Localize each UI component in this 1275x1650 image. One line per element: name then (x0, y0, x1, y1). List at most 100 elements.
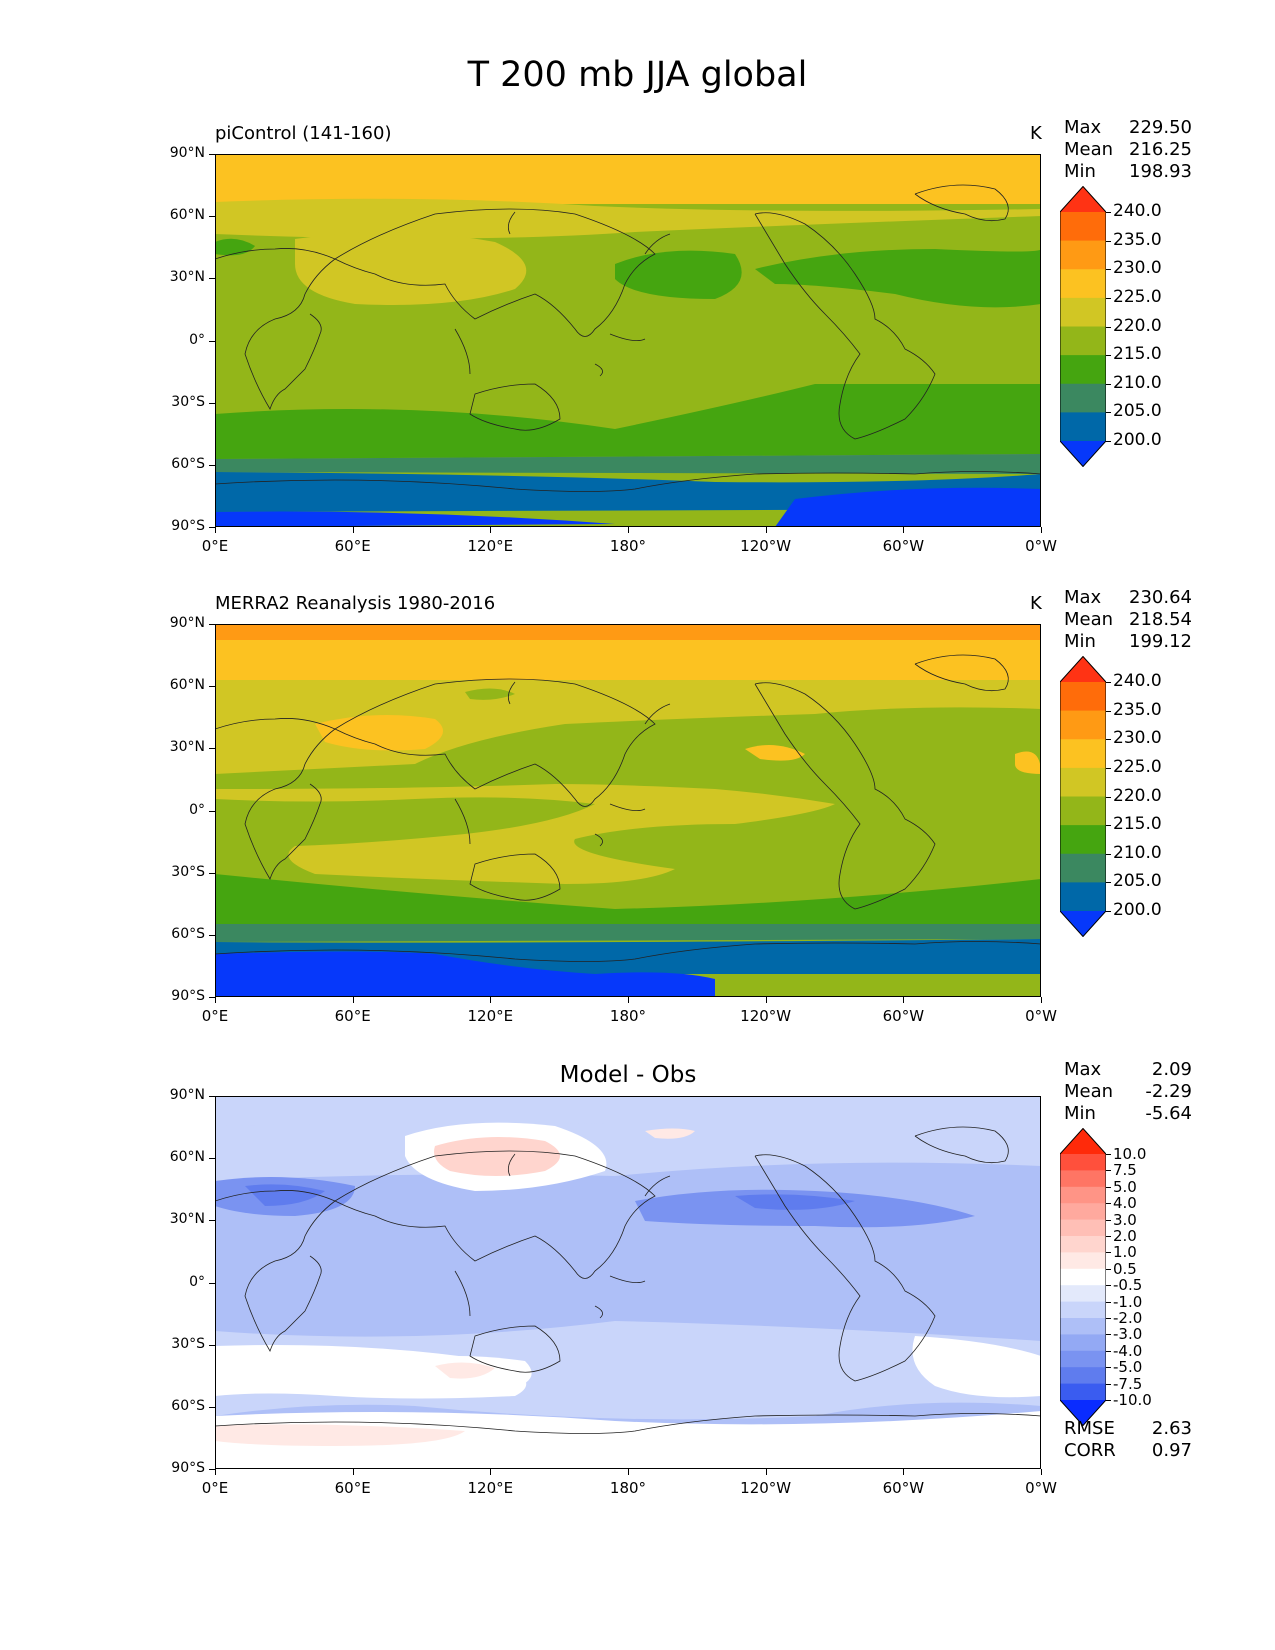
x-tick (490, 1469, 492, 1475)
x-tick-label: 60°W (882, 537, 925, 555)
colorbar-segment (1060, 297, 1106, 327)
colorbar-tick (1106, 1268, 1111, 1270)
colorbar-tick (1106, 355, 1111, 357)
stat-rmse-label: RMSE (1064, 1418, 1115, 1439)
y-tick-label: 30°N (169, 1211, 205, 1228)
colorbar-tick-label: 210.0 (1113, 372, 1162, 393)
figure-title: T 200 mb JJA global (467, 55, 808, 95)
colorbar-tick-label: -7.5 (1113, 1374, 1143, 1393)
x-tick-label: 180° (609, 1007, 647, 1025)
y-tick-label: 90°S (171, 518, 205, 534)
map-field (215, 1096, 1041, 1469)
colorbar-tick-label: -3.0 (1113, 1325, 1143, 1344)
colorbar (1059, 185, 1107, 468)
colorbar-segment (1060, 269, 1106, 299)
x-tick (352, 1469, 354, 1475)
colorbar-extend-min (1060, 1400, 1106, 1426)
colorbar-extend-max (1060, 656, 1106, 682)
y-tick (209, 1469, 215, 1470)
colorbar-segment (1060, 326, 1106, 356)
y-tick (209, 810, 215, 812)
y-tick (209, 340, 215, 342)
colorbar-tick (1106, 911, 1111, 912)
x-tick (765, 527, 767, 533)
colorbar-segment (1060, 710, 1106, 740)
colorbar-segment (1060, 355, 1106, 385)
y-tick (209, 997, 215, 998)
colorbar-tick (1106, 212, 1111, 213)
y-tick (209, 216, 215, 218)
colorbar-segment (1060, 1268, 1106, 1286)
panel-subtitle: piControl (141-160) (215, 123, 392, 144)
x-tick-label: 60°E (334, 537, 371, 555)
x-tick-label: 180° (609, 537, 647, 555)
x-tick (765, 1469, 767, 1475)
colorbar-tick-label: 240.0 (1113, 671, 1162, 691)
colorbar-segment (1060, 825, 1106, 855)
colorbar-tick (1106, 269, 1111, 271)
x-tick-label: 60°W (882, 1479, 925, 1497)
stats-box: Max 2.09 Mean -2.29 Min -5.64 (1064, 1059, 1192, 1125)
unit-label: K (1030, 123, 1042, 144)
colorbar-tick (1106, 1219, 1111, 1221)
panel-model-minus-obs: Model - Obs Max 2.09 Mean -2.29 Min -5.64 (0, 1059, 1275, 1532)
y-tick (209, 872, 215, 874)
y-tick-label: 30°S (171, 863, 205, 880)
colorbar-tick (1106, 240, 1111, 242)
stat-mean-value: -2.29 (1145, 1081, 1192, 1102)
colorbar-tick-label: 205.0 (1113, 401, 1162, 422)
stat-max-value: 2.09 (1151, 1059, 1192, 1080)
stat-min-label: Min (1064, 631, 1096, 652)
x-tick (765, 997, 767, 1003)
y-tick (209, 1158, 215, 1160)
panel-merra2: MERRA2 Reanalysis 1980-2016 K Max 230.64 … (0, 587, 1275, 1060)
colorbar-segment (1060, 1334, 1106, 1352)
colorbar-tick (1106, 1383, 1111, 1385)
x-tick-label: 120°E (467, 1007, 514, 1025)
y-tick-label: 60°S (171, 925, 205, 942)
colorbar-segment (1060, 383, 1106, 413)
x-tick-label: 120°W (740, 537, 792, 555)
colorbar-tick (1106, 710, 1111, 712)
x-tick-label: 0°E (201, 1007, 229, 1025)
colorbar-tick (1106, 682, 1111, 683)
colorbar-tick-label: 10.0 (1113, 1145, 1147, 1163)
colorbar-segment (1060, 1285, 1106, 1303)
x-tick (628, 1469, 629, 1475)
colorbar-tick (1106, 297, 1111, 299)
x-tick-label: 0°W (1025, 537, 1057, 555)
stat-min-value: 198.93 (1129, 161, 1192, 182)
colorbar-tick (1106, 767, 1111, 769)
y-tick-label: 90°S (171, 988, 205, 1004)
colorbar-segment (1060, 412, 1106, 442)
map-field (215, 624, 1041, 997)
colorbar-segment (1060, 1236, 1106, 1253)
colorbar-tick-label: 205.0 (1113, 871, 1162, 892)
stat-corr-value: 0.97 (1151, 1440, 1192, 1461)
stat-mean-label: Mean (1064, 609, 1114, 630)
colorbar-tick (1106, 1400, 1111, 1401)
colorbar-segment (1060, 212, 1106, 242)
colorbar-tick-label: 4.0 (1113, 1194, 1137, 1213)
colorbar-tick-label: 225.0 (1113, 756, 1162, 777)
colorbar-segment (1060, 739, 1106, 769)
colorbar-tick (1106, 1186, 1111, 1188)
colorbar-tick (1106, 1203, 1111, 1205)
y-tick-label: 30°S (171, 1335, 205, 1352)
colorbar-segment (1060, 1186, 1106, 1204)
x-tick-label: 120°E (467, 1479, 514, 1497)
colorbar-tick (1106, 1334, 1111, 1336)
y-tick-label: 30°N (169, 739, 205, 756)
x-tick-label: 60°W (882, 1007, 925, 1025)
x-tick-label: 180° (609, 1479, 647, 1497)
colorbar-tick-label: 240.0 (1113, 201, 1162, 221)
colorbar-tick (1106, 1318, 1111, 1319)
x-tick (628, 527, 629, 533)
stats-box: Max 230.64 Mean 218.54 Min 199.12 (1064, 587, 1192, 653)
colorbar-tick (1106, 882, 1111, 884)
colorbar-tick (1106, 1285, 1111, 1287)
colorbar-tick-label: 210.0 (1113, 842, 1162, 863)
y-tick-label: 60°S (171, 1397, 205, 1414)
y-tick (209, 624, 215, 625)
colorbar-tick-label: -4.0 (1113, 1341, 1143, 1360)
